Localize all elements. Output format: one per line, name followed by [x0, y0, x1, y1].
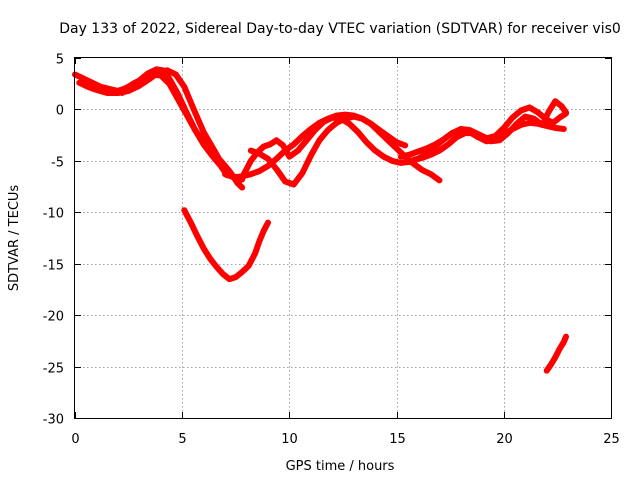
- x-axis-label: GPS time / hours: [286, 459, 395, 474]
- series-line-trace-3: [119, 66, 231, 179]
- axis-ticks: 0 5 10 15 20 25 -30 -25 -20 -15 -10 -5 0 5: [43, 53, 620, 448]
- plot-frame: [74, 57, 612, 419]
- x-tick-label: 0: [71, 432, 79, 447]
- y-tick-label: -10: [43, 207, 64, 222]
- y-tick-label: 0: [56, 104, 64, 119]
- series-line-trace-9: [181, 207, 271, 283]
- x-tick-label: 10: [281, 432, 298, 447]
- x-tick-label: 5: [178, 432, 186, 447]
- y-tick-label: -5: [51, 156, 64, 171]
- x-tick-label: 15: [389, 432, 406, 447]
- x-tick-label: 20: [496, 432, 513, 447]
- series-line-trace-7: [397, 104, 569, 160]
- y-tick-label: -30: [43, 413, 64, 428]
- chart-title: Day 133 of 2022, Sidereal Day-to-day VTE…: [59, 21, 621, 37]
- y-tick-label: 5: [56, 53, 64, 68]
- y-tick-label: -25: [43, 362, 64, 377]
- x-tick-label: 25: [603, 432, 620, 447]
- y-tick-label: -20: [43, 310, 64, 325]
- data-series: [72, 66, 569, 374]
- y-axis-label: SDTVAR / TECUs: [7, 185, 22, 292]
- y-tick-label: -15: [43, 259, 64, 274]
- series-line-trace-8: [410, 98, 569, 163]
- series-line-trace-5: [247, 113, 443, 188]
- grid-lines: [75, 58, 611, 418]
- series-line-trace-10: [543, 333, 569, 374]
